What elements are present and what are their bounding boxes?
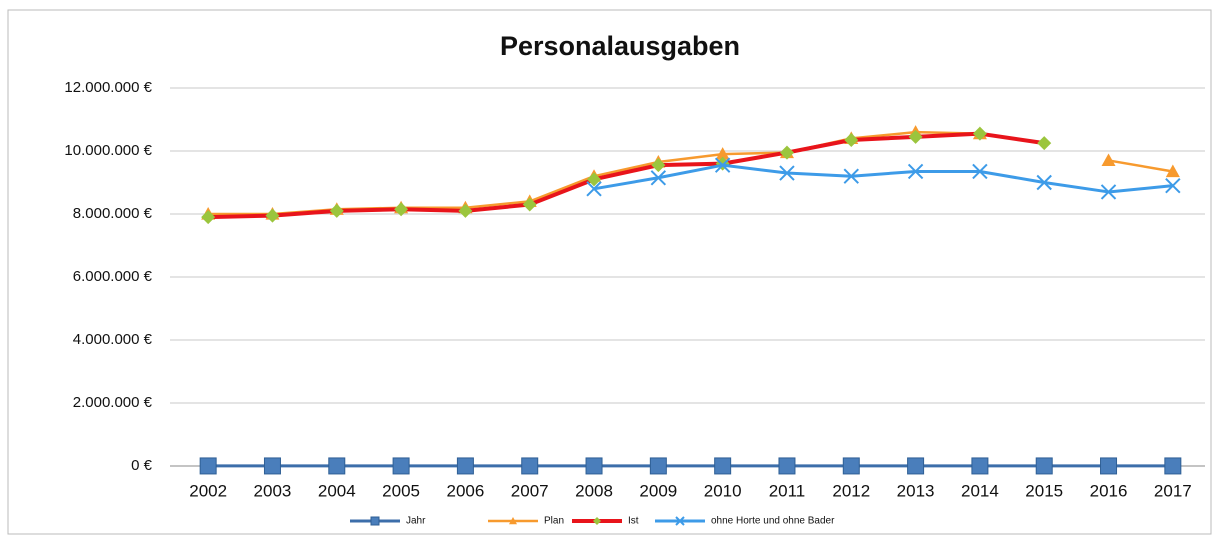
marker	[843, 168, 859, 184]
x-tick-label: 2002	[189, 481, 227, 500]
series-line	[208, 131, 1045, 220]
x-tick-label: 2003	[254, 481, 292, 500]
legend-marker	[509, 517, 517, 525]
marker	[779, 145, 794, 160]
y-tick-label: 6.000.000 €	[73, 268, 153, 285]
legend-label: ohne Horte und ohne Bader	[711, 516, 835, 527]
marker	[392, 457, 410, 475]
legend-label: Jahr	[406, 516, 426, 527]
marker	[907, 163, 924, 180]
marker	[714, 457, 732, 475]
x-tick-label: 2015	[1025, 481, 1063, 500]
marker	[587, 172, 602, 187]
marker	[779, 165, 795, 181]
marker	[972, 126, 987, 141]
marker	[199, 457, 217, 475]
chart-frame	[7, 9, 1212, 535]
y-tick-label: 4.000.000 €	[73, 331, 153, 348]
marker	[329, 203, 344, 218]
marker	[908, 129, 923, 144]
marker	[1164, 457, 1182, 475]
x-tick-label: 2011	[769, 481, 806, 500]
marker	[907, 457, 925, 475]
legend-marker	[675, 516, 685, 526]
marker	[715, 147, 730, 160]
marker	[844, 132, 859, 147]
marker	[265, 208, 280, 223]
legend-label: Ist	[628, 516, 639, 527]
y-tick-label: 12.000.000 €	[64, 79, 152, 96]
marker	[456, 457, 474, 475]
marker	[1101, 153, 1116, 167]
x-tick-label: 2016	[1090, 481, 1128, 500]
y-tick-label: 10.000.000 €	[64, 142, 152, 159]
marker	[1165, 177, 1181, 194]
chart-title: Personalausgaben	[500, 31, 740, 61]
marker	[1036, 174, 1052, 191]
marker	[1100, 457, 1118, 475]
marker	[1035, 457, 1053, 475]
legend-marker	[370, 516, 380, 526]
y-tick-label: 2.000.000 €	[73, 394, 153, 411]
marker	[1100, 184, 1117, 200]
x-tick-label: 2009	[639, 481, 677, 500]
marker	[972, 163, 988, 180]
x-tick-label: 2004	[318, 481, 356, 500]
marker	[842, 457, 860, 475]
marker	[263, 457, 281, 475]
marker	[201, 210, 216, 225]
x-tick-label: 2017	[1154, 481, 1192, 500]
marker	[971, 457, 989, 475]
x-tick-label: 2013	[897, 481, 935, 500]
marker	[649, 457, 667, 475]
marker	[778, 457, 796, 475]
marker	[650, 170, 667, 186]
y-tick-label: 0 €	[131, 457, 153, 474]
x-tick-label: 2010	[704, 481, 742, 500]
x-tick-label: 2008	[575, 481, 613, 500]
x-tick-label: 2014	[961, 481, 999, 500]
marker	[458, 203, 473, 218]
legend-label: Plan	[544, 516, 564, 527]
y-tick-label: 8.000.000 €	[73, 205, 153, 222]
marker	[521, 457, 539, 475]
marker	[394, 202, 409, 217]
legend-marker	[593, 517, 601, 525]
marker	[651, 158, 666, 173]
marker	[1037, 136, 1052, 151]
x-tick-label: 2012	[832, 481, 870, 500]
x-tick-label: 2005	[382, 481, 420, 500]
x-tick-label: 2007	[511, 481, 549, 500]
marker	[585, 457, 603, 475]
marker	[522, 197, 537, 212]
series-line	[593, 163, 1173, 194]
marker	[1165, 164, 1180, 178]
x-tick-label: 2006	[446, 481, 484, 500]
marker	[328, 457, 346, 475]
marker	[586, 181, 602, 197]
marker	[714, 157, 731, 173]
